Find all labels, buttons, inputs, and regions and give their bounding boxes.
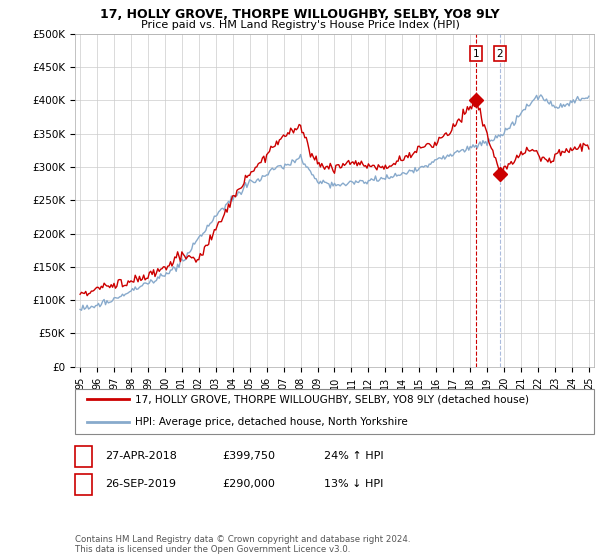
Text: Price paid vs. HM Land Registry's House Price Index (HPI): Price paid vs. HM Land Registry's House … [140, 20, 460, 30]
Text: 27-APR-2018: 27-APR-2018 [105, 451, 177, 461]
Text: 24% ↑ HPI: 24% ↑ HPI [324, 451, 383, 461]
Text: 1: 1 [472, 49, 479, 59]
Text: 13% ↓ HPI: 13% ↓ HPI [324, 479, 383, 489]
Text: 26-SEP-2019: 26-SEP-2019 [105, 479, 176, 489]
Text: 17, HOLLY GROVE, THORPE WILLOUGHBY, SELBY, YO8 9LY (detached house): 17, HOLLY GROVE, THORPE WILLOUGHBY, SELB… [135, 394, 529, 404]
Text: 2: 2 [497, 49, 503, 59]
Text: 2: 2 [80, 479, 87, 489]
Text: 1: 1 [80, 451, 87, 461]
Text: £399,750: £399,750 [222, 451, 275, 461]
Text: HPI: Average price, detached house, North Yorkshire: HPI: Average price, detached house, Nort… [135, 417, 408, 427]
Text: Contains HM Land Registry data © Crown copyright and database right 2024.
This d: Contains HM Land Registry data © Crown c… [75, 535, 410, 554]
Text: £290,000: £290,000 [222, 479, 275, 489]
Text: 17, HOLLY GROVE, THORPE WILLOUGHBY, SELBY, YO8 9LY: 17, HOLLY GROVE, THORPE WILLOUGHBY, SELB… [100, 8, 500, 21]
